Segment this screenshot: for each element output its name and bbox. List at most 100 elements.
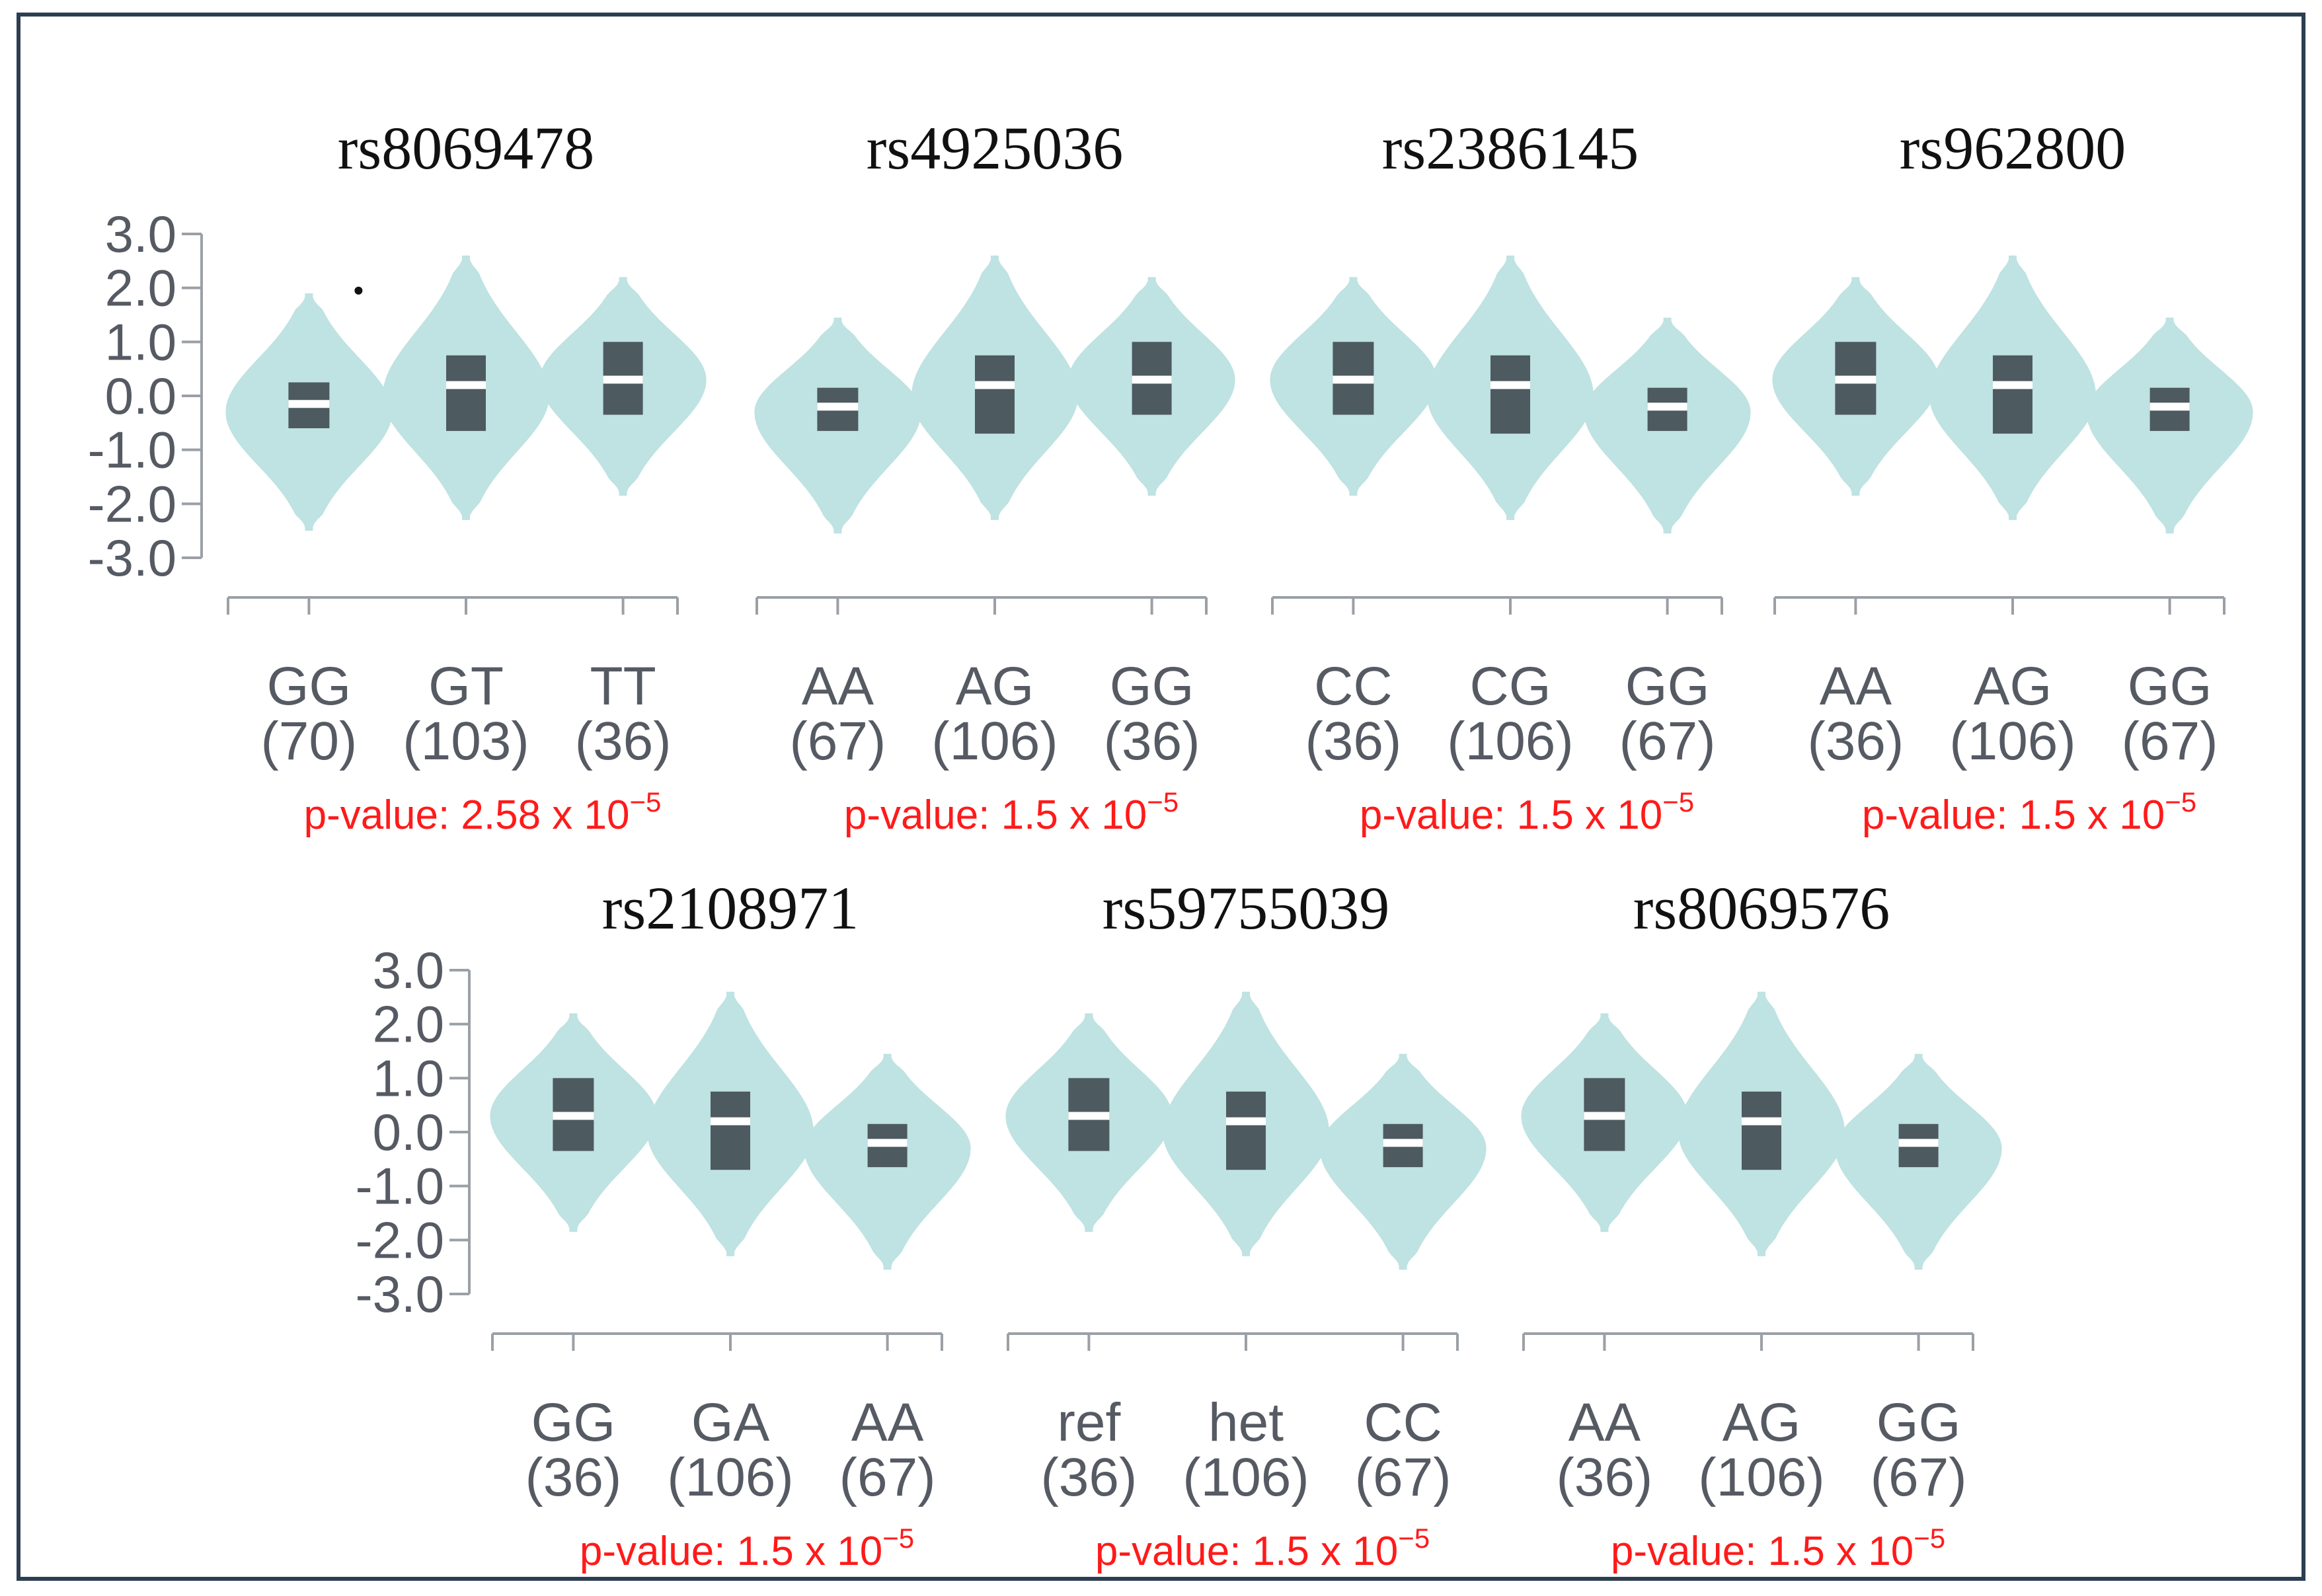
genotype-het: het(106)	[1163, 991, 1329, 1507]
genotype-label: AA	[802, 656, 874, 716]
p-value-exponent: −5	[1662, 786, 1694, 817]
genotype-count: (106)	[1698, 1447, 1824, 1507]
median-line	[288, 400, 330, 408]
genotype-count: (67)	[1871, 1447, 1967, 1507]
p-value-exponent: −5	[1398, 1523, 1430, 1554]
median-line	[446, 381, 486, 389]
genotype-GG: GG(70)	[225, 293, 393, 771]
genotype-count: (67)	[839, 1447, 936, 1507]
median-line	[1383, 1139, 1423, 1147]
genotype-AG: AG(106)	[1678, 991, 1845, 1507]
x-axis	[491, 1332, 943, 1351]
p-value-base: p-value: 1.5 x 10	[1862, 792, 2165, 838]
genotype-label: AA	[851, 1392, 924, 1453]
x-axis	[1773, 596, 2225, 615]
genotype-count: (106)	[667, 1447, 793, 1507]
iqr-box	[711, 1091, 750, 1170]
y-tick-label: 1.0	[373, 1049, 444, 1107]
p-value-label: p-value: 1.5 x 10−5	[1095, 1523, 1430, 1574]
median-line	[1068, 1112, 1110, 1120]
iqr-box	[975, 355, 1015, 434]
genotype-label: AA	[1568, 1392, 1641, 1453]
p-value-base: p-value: 1.5 x 10	[580, 1529, 882, 1574]
p-value-exponent: −5	[2165, 786, 2196, 817]
panel-title: rs962800	[1900, 114, 2126, 182]
y-tick-label: 1.0	[105, 313, 176, 371]
y-tick-label: -3.0	[356, 1265, 444, 1323]
median-line	[817, 402, 859, 411]
genotype-label: CC	[1364, 1392, 1442, 1453]
genotype-count: (70)	[260, 711, 357, 771]
row-2: 3.02.01.00.0-1.0-2.0-3.0rs2108971GG(36)G…	[356, 874, 2002, 1574]
genotype-GG: GG(67)	[2086, 317, 2253, 771]
p-value-exponent: −5	[1147, 786, 1179, 817]
median-line	[553, 1112, 594, 1120]
iqr-box	[446, 355, 486, 432]
median-line	[603, 375, 643, 384]
genotype-count: (36)	[1807, 711, 1904, 771]
genotype-count: (67)	[2122, 711, 2218, 771]
median-line	[1835, 375, 1877, 384]
median-line	[1742, 1117, 1781, 1125]
median-line	[1584, 1112, 1625, 1120]
row-1: 3.02.01.00.0-1.0-2.0-3.0rs8069478GG(70)G…	[88, 114, 2253, 838]
p-value-base: p-value: 1.5 x 10	[1095, 1529, 1398, 1574]
median-line	[1333, 375, 1374, 384]
genotype-label: CG	[1470, 656, 1551, 716]
genotype-GT: GT(103)	[383, 255, 549, 771]
median-line	[1993, 381, 2032, 389]
p-value-exponent: −5	[882, 1523, 914, 1554]
genotype-label: GG	[1110, 656, 1194, 716]
p-value-base: p-value: 1.5 x 10	[844, 792, 1147, 838]
genotype-label: AG	[1722, 1392, 1800, 1453]
panel-title: rs2108971	[602, 874, 859, 942]
p-value-base: p-value: 2.58 x 10	[304, 792, 630, 838]
genotype-GG: GG(36)	[490, 1013, 657, 1507]
genotype-count: (106)	[1182, 1447, 1309, 1507]
genotype-count: (36)	[1104, 711, 1200, 771]
iqr-box	[1226, 1091, 1266, 1170]
genotype-label: GG	[267, 656, 352, 716]
panel-title: rs2386145	[1382, 114, 1639, 182]
y-tick-label: 3.0	[373, 941, 444, 999]
y-tick-label: -3.0	[88, 529, 176, 587]
x-axis	[1271, 596, 1723, 615]
genotype-label: AG	[1974, 656, 2052, 716]
median-line	[1132, 375, 1172, 384]
genotype-CG: CG(106)	[1427, 255, 1594, 771]
genotype-count: (106)	[931, 711, 1058, 771]
genotype-count: (67)	[789, 711, 886, 771]
genotype-label: het	[1208, 1392, 1284, 1453]
y-tick-label: -2.0	[88, 475, 176, 533]
genotype-label: GG	[2128, 656, 2212, 716]
median-line	[1226, 1117, 1266, 1125]
genotype-count: (67)	[1355, 1447, 1451, 1507]
p-value-exponent: −5	[1914, 1523, 1945, 1554]
figure-border	[17, 13, 2305, 1581]
median-line	[711, 1117, 750, 1125]
y-tick-label: 0.0	[373, 1103, 444, 1161]
genotype-label: GG	[1877, 1392, 1961, 1453]
median-line	[975, 381, 1015, 389]
median-line	[1898, 1139, 1939, 1147]
genotype-count: (36)	[1040, 1447, 1137, 1507]
p-value-label: p-value: 1.5 x 10−5	[1611, 1523, 1945, 1574]
y-tick-label: 0.0	[105, 367, 176, 425]
genotype-ref: ref(36)	[1005, 1013, 1173, 1507]
genotype-GG: GG(67)	[1835, 1053, 2002, 1507]
p-value-label: p-value: 1.5 x 10−5	[1360, 786, 1694, 838]
outlier-point	[354, 286, 363, 295]
genotype-count: (103)	[403, 711, 529, 771]
y-tick-label: -1.0	[88, 421, 176, 479]
panel-rs59755039: rs59755039ref(36)het(106)CC(67)p-value: …	[1005, 874, 1487, 1574]
genotype-AA: AA(36)	[1521, 1013, 1688, 1507]
panel-title: rs8069478	[338, 114, 594, 182]
y-tick-label: 2.0	[105, 259, 176, 317]
median-line	[2149, 402, 2190, 411]
genotype-AG: AG(106)	[911, 255, 1078, 771]
